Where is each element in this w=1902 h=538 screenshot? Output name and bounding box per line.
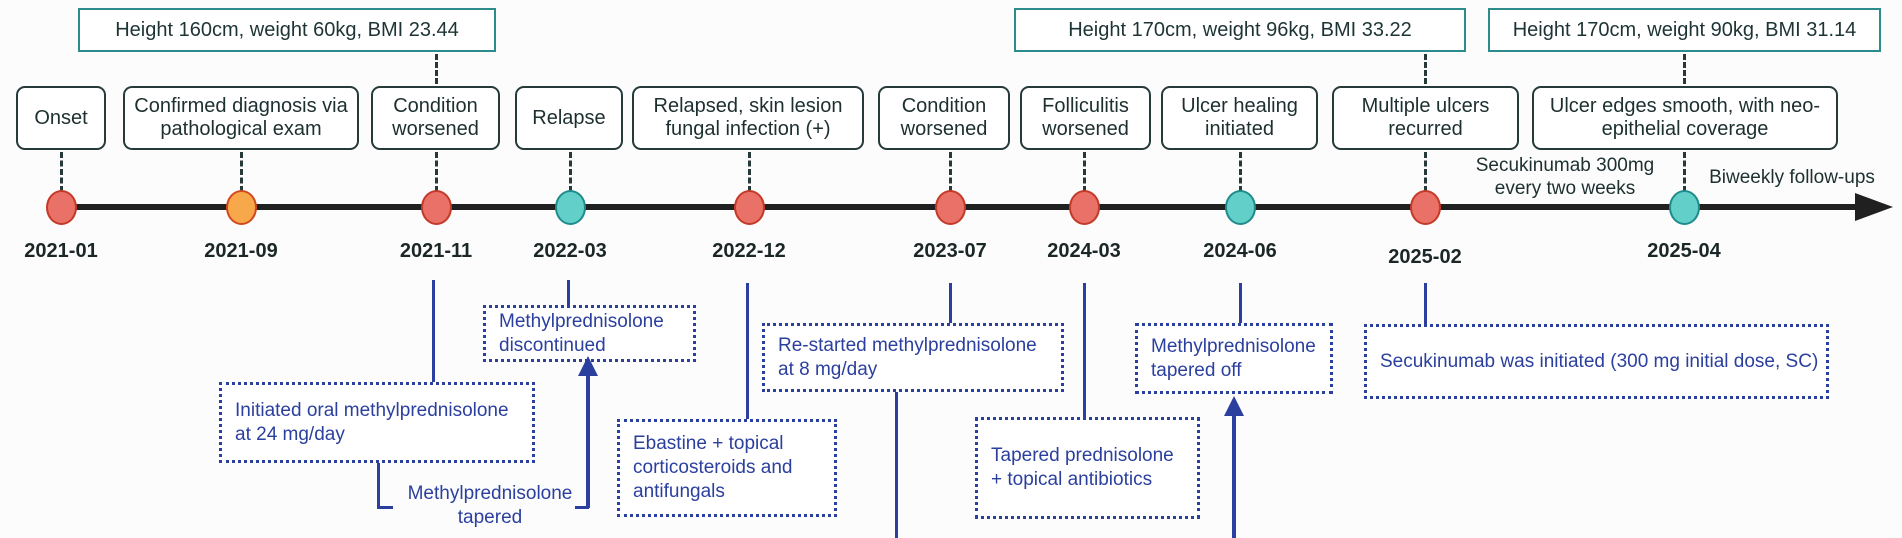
timeline-dot <box>734 190 765 225</box>
date-label: 2024-03 <box>1047 240 1121 262</box>
timeline-dot <box>935 190 966 225</box>
bmi-connector-dashed <box>1683 54 1686 84</box>
timeline-dot <box>421 190 452 225</box>
bmi-box: Height 170cm, weight 96kg, BMI 33.22 <box>1014 8 1466 52</box>
date-label: 2022-03 <box>533 240 607 262</box>
date-label: 2021-09 <box>204 240 278 262</box>
event-box: Ulcer healing initiated <box>1161 86 1318 150</box>
timeline-note: Secukinumab 300mg every two weeks <box>1475 155 1655 199</box>
date-label: 2021-11 <box>399 240 473 262</box>
event-connector-dashed <box>240 152 243 192</box>
date-label: 2024-06 <box>1203 240 1277 262</box>
event-box: Multiple ulcers recurred <box>1332 86 1519 150</box>
treatment-box: Secukinumab was initiated (300 mg initia… <box>1364 324 1829 399</box>
event-box: Relapse <box>515 86 623 150</box>
taper-arrow-shaft <box>1232 414 1236 538</box>
taper-arrow-shaft <box>586 374 590 508</box>
date-label: 2025-02 <box>1388 246 1462 268</box>
timeline-dot <box>226 190 257 225</box>
bmi-box: Height 160cm, weight 60kg, BMI 23.44 <box>78 8 496 52</box>
event-box: Onset <box>16 86 106 150</box>
event-connector-dashed <box>1083 152 1086 192</box>
treatment-connector <box>1424 283 1427 324</box>
event-box: Condition worsened <box>371 86 500 150</box>
date-label: 2023-07 <box>913 240 987 262</box>
treatment-box: Initiated oral methylprednisolone at 24 … <box>219 382 535 463</box>
treatment-connector <box>567 280 570 305</box>
treatment-connector <box>746 283 749 419</box>
timeline-dot <box>46 190 77 225</box>
treatment-box: Methylprednisolone tapered off <box>1135 323 1333 394</box>
timeline-dot <box>555 190 586 225</box>
treatment-connector <box>1239 283 1242 323</box>
treatment-connector <box>1083 283 1086 417</box>
bmi-connector-dashed <box>1424 54 1427 84</box>
event-connector-dashed <box>435 152 438 192</box>
treatment-box: Re-started methylprednisolone at 8 mg/da… <box>762 323 1064 392</box>
event-connector-dashed <box>1239 152 1242 192</box>
timeline-arrowhead-icon <box>1855 193 1893 221</box>
date-label: 2021-01 <box>24 240 98 262</box>
event-connector-dashed <box>949 152 952 192</box>
event-box: Ulcer edges smooth, with neo-epithelial … <box>1532 86 1838 150</box>
taper-arrowhead-icon <box>578 356 598 376</box>
event-connector-dashed <box>1683 152 1686 192</box>
event-connector-dashed <box>1424 152 1427 192</box>
taper-connector-segment <box>895 392 898 538</box>
treatment-connector <box>432 280 435 382</box>
event-connector-dashed <box>569 152 572 192</box>
timeline-dot <box>1069 190 1100 225</box>
timeline-dot <box>1410 190 1441 225</box>
date-label: 2022-12 <box>712 240 786 262</box>
treatment-box: Ebastine + topical corticosteroids and a… <box>617 419 837 517</box>
event-box: Confirmed diagnosis via pathological exa… <box>123 86 359 150</box>
taper-label: Methylprednisolone tapered <box>407 483 573 528</box>
bmi-connector-dashed <box>435 54 438 84</box>
date-label: 2025-04 <box>1647 240 1721 262</box>
taper-connector-segment <box>377 463 380 509</box>
timeline-dot <box>1225 190 1256 225</box>
treatment-connector <box>949 283 952 323</box>
event-box: Relapsed, skin lesion fungal infection (… <box>632 86 864 150</box>
timeline-note: Biweekly follow-ups <box>1709 167 1875 188</box>
bmi-box: Height 170cm, weight 90kg, BMI 31.14 <box>1488 8 1881 52</box>
taper-connector-segment <box>575 506 589 509</box>
event-connector-dashed <box>748 152 751 192</box>
event-connector-dashed <box>60 152 63 192</box>
timeline-dot <box>1669 190 1700 225</box>
treatment-box: Methylprednisolone discontinued <box>483 305 696 362</box>
event-box: Condition worsened <box>878 86 1010 150</box>
treatment-box: Tapered prednisolone + topical antibioti… <box>975 417 1200 519</box>
taper-connector-segment <box>377 506 393 509</box>
event-box: Folliculitis worsened <box>1020 86 1151 150</box>
taper-arrowhead-icon <box>1224 396 1244 416</box>
